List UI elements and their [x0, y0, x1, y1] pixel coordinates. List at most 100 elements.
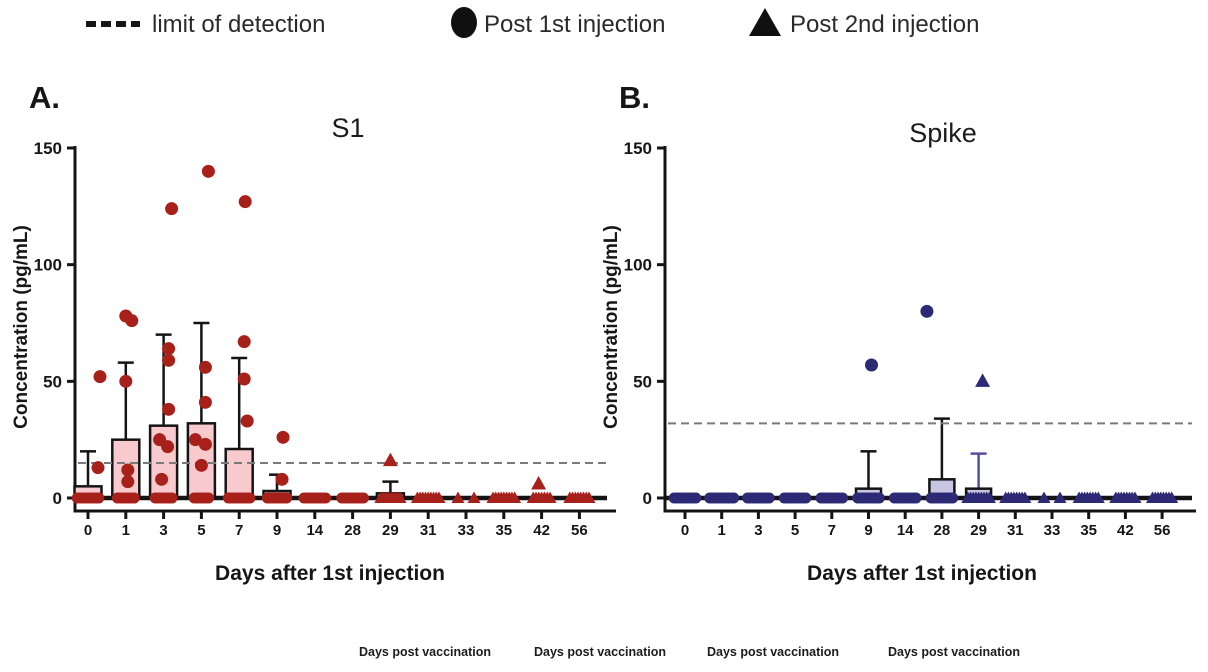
panel-b-day28-point — [920, 304, 934, 318]
panel-a-day7-point — [240, 414, 254, 428]
panel-b-x-tick-label: 35 — [1080, 522, 1097, 539]
panel-a-day14-zero-point — [320, 492, 332, 504]
panel-a-day1-zero-point — [128, 492, 140, 504]
panel-a-day7-point — [237, 372, 251, 386]
panel-a-x-tick-label: 0 — [84, 522, 92, 539]
panel-a-y-tick-label: 150 — [34, 139, 62, 158]
panel-a-day1-point — [119, 374, 133, 388]
panel-b-day35-zero-point — [1091, 491, 1105, 503]
panel-b-day33-zero-point — [1053, 491, 1067, 503]
panel-a-day42-point — [531, 476, 547, 490]
panel-a-x-tick-label: 31 — [420, 522, 437, 539]
panel-a-day3-zero-point — [166, 492, 178, 504]
panel-a-day9-point — [275, 472, 289, 486]
panel-b-day31-zero-point — [1018, 491, 1032, 503]
panel-b-letter: B. — [619, 80, 650, 115]
panel-a-day3-point — [162, 402, 176, 416]
panel-a-day9-point — [276, 430, 290, 444]
panel-a-day5-point — [198, 360, 212, 374]
panel-a-x-tick-label: 1 — [122, 522, 130, 539]
panel-b-x-tick-label: 56 — [1154, 522, 1171, 539]
panel-a-title: S1 — [331, 113, 365, 143]
panel-b-day1-zero-point — [728, 492, 740, 504]
panel-b-x-tick-label: 9 — [864, 522, 872, 539]
panel-b-y-tick-label: 100 — [624, 256, 652, 275]
panel-a-x-tick-label: 42 — [533, 522, 550, 539]
footer-label-1: Days post vaccination — [359, 645, 491, 659]
panel-b-day9-zero-point — [873, 492, 885, 504]
panel-b-day29-point — [975, 373, 991, 387]
panel-b-x-tick-label: 1 — [718, 522, 726, 539]
panel-a-day28-zero-point — [357, 492, 369, 504]
panel-b-y-tick-label: 150 — [624, 139, 652, 158]
panel-a-day7-box — [224, 447, 254, 500]
panel-b-day42-zero-point — [1128, 491, 1142, 503]
panel-a-day1-point — [125, 314, 139, 328]
panel-a-x-tick-label: 56 — [571, 522, 588, 539]
panel-b-x-tick-label: 31 — [1007, 522, 1024, 539]
panel-a-day7-point — [237, 335, 251, 349]
panel-a-y-tick-label: 100 — [34, 256, 62, 275]
panel-a-letter: A. — [29, 80, 60, 115]
panel-b-x-tick-label: 3 — [754, 522, 762, 539]
panel-b-day29-zero-point — [982, 491, 996, 503]
figure-legend: limit of detection Post 1st injection Po… — [0, 0, 1208, 50]
panel-a-x-tick-label: 29 — [382, 522, 399, 539]
panel-b-day56-zero-point — [1165, 491, 1179, 503]
panel-b-x-tick-label: 28 — [934, 522, 951, 539]
post-2nd-injection-triangle-icon — [749, 8, 781, 36]
panel-b-day5-zero-point — [800, 492, 812, 504]
panel-b-x-axis-title: Days after 1st injection — [807, 562, 1037, 585]
panel-b-day3-zero-point — [763, 492, 775, 504]
panel-a-x-tick-label: 3 — [159, 522, 167, 539]
panel-a-x-tick-label: 33 — [458, 522, 475, 539]
panel-b-day9-point — [865, 358, 878, 372]
panel-a-day3-point — [155, 472, 169, 486]
panel-b-day28-zero-point — [947, 492, 959, 504]
panel-a-x-tick-label: 7 — [235, 522, 243, 539]
footer-label-3: Days post vaccination — [707, 645, 839, 659]
panel-b-day14-zero-point — [910, 492, 922, 504]
panel-b-x-tick-label: 29 — [970, 522, 987, 539]
panel-a-day3-point — [162, 353, 176, 367]
panel-a-day29-point — [382, 452, 398, 467]
panel-a-day5-point — [201, 164, 215, 178]
panel-a-day5-point — [194, 458, 208, 472]
panel-a-day5-point — [198, 395, 212, 409]
panel-b-x-tick-label: 33 — [1044, 522, 1061, 539]
panel-b-x-tick-label: 5 — [791, 522, 799, 539]
panel-a-day31-zero-point — [432, 491, 446, 503]
panel-a-day0-point — [91, 461, 105, 475]
panel-b-x-tick-label: 14 — [897, 522, 914, 539]
panel-a-day3-point — [162, 342, 176, 356]
panel-b-x-tick-label: 7 — [828, 522, 836, 539]
panel-a-day5-point — [188, 433, 202, 447]
panel-a-x-tick-label: 5 — [197, 522, 205, 539]
panel-a-day5-zero-point — [203, 492, 215, 504]
panel-a-x-tick-label: 9 — [273, 522, 281, 539]
panel-b-day0-zero-point — [690, 492, 702, 504]
panel-a-x-tick-label: 14 — [306, 522, 323, 539]
panel-b-y-tick-label: 0 — [643, 489, 652, 508]
panel-a-y-tick-label: 0 — [53, 489, 62, 508]
legend-label-post-2nd-injection: Post 2nd injection — [790, 11, 980, 38]
panel-a-day0-point — [93, 370, 107, 384]
panel-a-day42-zero-point — [543, 491, 557, 503]
panel-a-day33-zero-point — [451, 491, 465, 503]
footer-label-2: Days post vaccination — [534, 645, 666, 659]
post-1st-injection-circle-icon — [451, 7, 477, 38]
panel-a-x-tick-label: 28 — [344, 522, 361, 539]
panel-a-day0-zero-point — [93, 492, 105, 504]
panel-a-x-axis-title: Days after 1st injection — [215, 562, 445, 585]
legend-label-post-1st-injection: Post 1st injection — [484, 11, 666, 38]
panel-a-day29-zero-point — [393, 491, 407, 503]
panel-b-y-tick-label: 50 — [633, 372, 652, 391]
panel-a-day33-zero-point — [467, 491, 481, 503]
panel-a-day7-zero-point — [244, 492, 256, 504]
panel-a-day9-zero-point — [281, 492, 293, 504]
panel-b-day7-zero-point — [837, 492, 849, 504]
panel-a-x-tick-label: 35 — [495, 522, 512, 539]
panel-a-day1-point — [121, 463, 135, 477]
panel-a-day1-point — [121, 475, 135, 489]
